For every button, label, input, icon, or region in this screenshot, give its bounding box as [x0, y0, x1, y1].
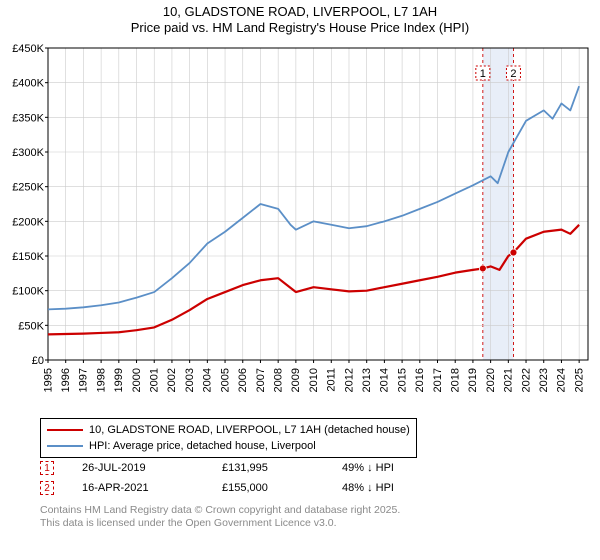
sale-marker: 2 [40, 481, 54, 495]
svg-text:£200K: £200K [12, 216, 44, 228]
svg-text:2007: 2007 [255, 368, 267, 392]
sale-date: 16-APR-2021 [82, 482, 222, 494]
svg-text:1995: 1995 [42, 368, 54, 392]
sale-marker: 1 [40, 461, 54, 475]
sale-date: 26-JUL-2019 [82, 462, 222, 474]
svg-text:£100K: £100K [12, 286, 44, 298]
svg-text:1999: 1999 [113, 368, 125, 392]
legend-row: HPI: Average price, detached house, Live… [47, 438, 410, 454]
legend-swatch [47, 429, 83, 431]
svg-text:£450K: £450K [12, 43, 44, 55]
svg-text:2015: 2015 [396, 368, 408, 392]
svg-text:2001: 2001 [149, 368, 161, 392]
svg-text:£350K: £350K [12, 112, 44, 124]
title-line-2: Price paid vs. HM Land Registry's House … [0, 20, 600, 35]
svg-text:2013: 2013 [361, 368, 373, 392]
svg-text:2024: 2024 [556, 368, 568, 392]
svg-text:2022: 2022 [520, 368, 532, 392]
svg-text:2017: 2017 [432, 368, 444, 392]
svg-text:£50K: £50K [18, 320, 44, 332]
chart-container: 10, GLADSTONE ROAD, LIVERPOOL, L7 1AH Pr… [0, 0, 600, 560]
svg-text:2002: 2002 [166, 368, 178, 392]
sale-row: 1 26-JUL-2019£131,99549% ↓ HPI [40, 458, 442, 478]
svg-text:2009: 2009 [290, 368, 302, 392]
legend-label: HPI: Average price, detached house, Live… [89, 440, 316, 452]
attribution-line-2: This data is licensed under the Open Gov… [40, 517, 400, 530]
svg-text:2021: 2021 [503, 368, 515, 392]
svg-text:2006: 2006 [237, 368, 249, 392]
chart-svg: £0 £50K £100K £150K £200K £250K £300K £350K £400… [6, 42, 594, 412]
sale-records: 1 26-JUL-2019£131,99549% ↓ HPI 2 16-APR-202… [40, 458, 442, 498]
svg-text:1998: 1998 [95, 368, 107, 392]
sale-pct: 49% ↓ HPI [342, 462, 442, 474]
attribution: Contains HM Land Registry data © Crown c… [40, 504, 400, 530]
legend-label: 10, GLADSTONE ROAD, LIVERPOOL, L7 1AH (d… [89, 424, 410, 436]
sale-row: 2 16-APR-2021£155,00048% ↓ HPI [40, 478, 442, 498]
sale-pct: 48% ↓ HPI [342, 482, 442, 494]
svg-text:2: 2 [510, 68, 516, 80]
sale-price: £155,000 [222, 482, 342, 494]
legend-swatch [47, 445, 83, 447]
title-line-1: 10, GLADSTONE ROAD, LIVERPOOL, L7 1AH [0, 4, 600, 19]
svg-text:2019: 2019 [467, 368, 479, 392]
svg-text:2023: 2023 [538, 368, 550, 392]
svg-text:1996: 1996 [60, 368, 72, 392]
attribution-line-1: Contains HM Land Registry data © Crown c… [40, 504, 400, 517]
svg-text:£400K: £400K [12, 78, 44, 90]
svg-text:2020: 2020 [485, 368, 497, 392]
svg-text:2014: 2014 [379, 368, 391, 392]
chart-plot: £0 £50K £100K £150K £200K £250K £300K £350K £400… [6, 42, 594, 412]
legend: 10, GLADSTONE ROAD, LIVERPOOL, L7 1AH (d… [40, 418, 417, 458]
svg-text:2000: 2000 [131, 368, 143, 392]
title-block: 10, GLADSTONE ROAD, LIVERPOOL, L7 1AH Pr… [0, 0, 600, 35]
svg-text:2025: 2025 [573, 368, 585, 392]
svg-text:1: 1 [480, 68, 486, 80]
svg-text:2003: 2003 [184, 368, 196, 392]
svg-text:2016: 2016 [414, 368, 426, 392]
svg-text:2005: 2005 [219, 368, 231, 392]
svg-text:2004: 2004 [202, 368, 214, 392]
svg-text:£250K: £250K [12, 182, 44, 194]
svg-text:£150K: £150K [12, 251, 44, 263]
svg-text:2008: 2008 [272, 368, 284, 392]
svg-text:2010: 2010 [308, 368, 320, 392]
svg-text:2012: 2012 [343, 368, 355, 392]
svg-text:2018: 2018 [450, 368, 462, 392]
svg-text:2011: 2011 [326, 368, 338, 392]
svg-text:1997: 1997 [78, 368, 90, 392]
svg-text:£300K: £300K [12, 147, 44, 159]
legend-row: 10, GLADSTONE ROAD, LIVERPOOL, L7 1AH (d… [47, 422, 410, 438]
svg-text:£0: £0 [32, 355, 44, 367]
sale-price: £131,995 [222, 462, 342, 474]
